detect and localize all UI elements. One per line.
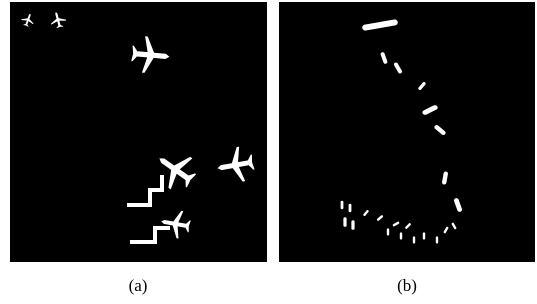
- panel-b: [279, 2, 535, 262]
- boat-mask: [387, 228, 389, 235]
- panel-background: [10, 2, 267, 262]
- panel-background: [279, 2, 535, 262]
- boat-mask: [341, 201, 344, 209]
- boat-mask: [423, 232, 425, 239]
- boat-mask: [351, 220, 354, 230]
- figure: (a) (b): [0, 0, 537, 304]
- boat-mask: [349, 204, 352, 212]
- boat-mask: [413, 236, 415, 243]
- boat-mask: [343, 217, 346, 227]
- boat-mask: [400, 232, 402, 239]
- panel-caption: (a): [88, 276, 188, 296]
- boat-mask: [436, 236, 438, 243]
- panel-caption: (b): [357, 276, 457, 296]
- figure-panels: [0, 0, 537, 270]
- panel-a: [10, 2, 267, 262]
